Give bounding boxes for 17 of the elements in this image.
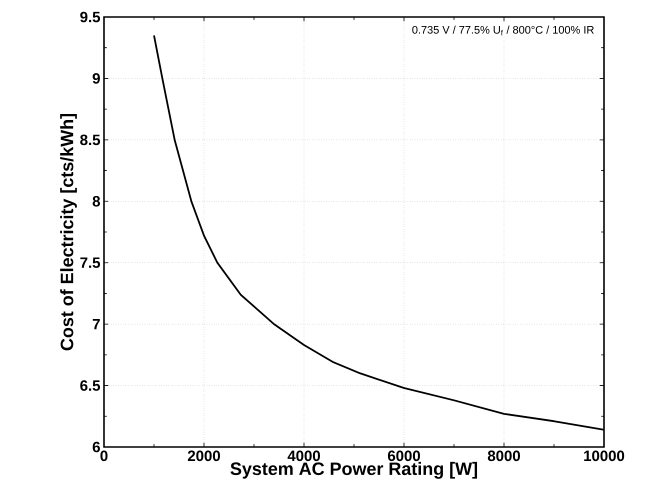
x-tick-label: 10000 — [584, 450, 624, 462]
y-tick-label: 6 — [92, 442, 100, 452]
y-axis-title: Cost of Electricity [cts/kWh] — [60, 114, 77, 350]
x-tick-label: 4000 — [288, 450, 320, 462]
x-tick-label: 2000 — [188, 450, 220, 462]
x-axis-title: System AC Power Rating [W] — [230, 462, 478, 479]
annotation: 0.735 V / 77.5% U$_{f}$ / 800°C / 100% IR — [412, 26, 594, 36]
y-tick-label: 7.5 — [80, 258, 100, 268]
x-tick-label: 6000 — [388, 450, 420, 462]
y-tick-label: 9.5 — [80, 12, 100, 22]
y-tick-label: 7 — [92, 319, 100, 330]
y-tick-label: 9 — [92, 73, 100, 84]
y-tick-label: 8 — [92, 196, 100, 207]
y-tick-label: 6.5 — [80, 380, 100, 391]
y-tick-label: 8.5 — [80, 134, 100, 146]
x-tick-label: 0 — [100, 450, 108, 462]
x-tick-label: 8000 — [488, 450, 520, 462]
